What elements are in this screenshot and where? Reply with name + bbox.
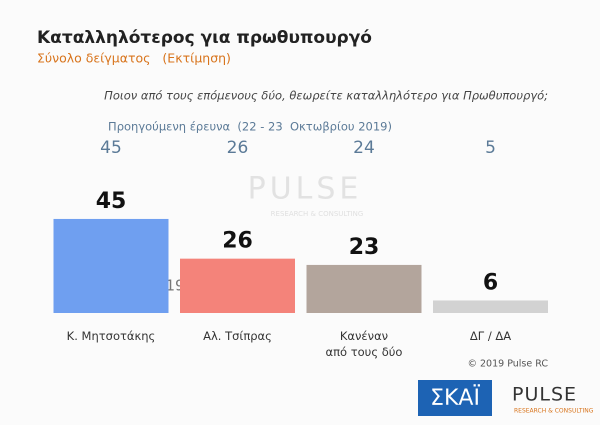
bar: [53, 218, 169, 313]
question: Ποιον από τους επόμενους δύο, θεωρείτε κ…: [104, 89, 548, 103]
skai-logo-box: [418, 380, 492, 416]
subtitle: Σύνολο δείγματος (Εκτίμηση): [37, 51, 231, 66]
previous-value: 24: [353, 138, 375, 158]
previous-label: Προηγούμενη έρευνα (22 - 23 Οκτωβρίου 20…: [108, 120, 392, 134]
chart-title: Καταλληλότερος για πρωθυπουργό: [37, 28, 372, 48]
watermark: PULSE: [248, 172, 363, 207]
category-label: Κανέναν από τους δύο: [325, 329, 403, 359]
value-label: 45: [96, 189, 127, 214]
pulse-logo-sub: RESEARCH & CONSULTING: [514, 408, 594, 415]
skai-logo: ΣΚΑΪ: [430, 385, 480, 411]
category-label: ΔΓ / ΔΑ: [469, 329, 512, 343]
previous-value: 26: [227, 138, 249, 158]
value-label: 6: [483, 270, 498, 295]
bar: [433, 300, 548, 313]
value-label: 23: [349, 235, 380, 260]
previous-value: 5: [485, 138, 496, 158]
bar: [306, 264, 422, 313]
watermark-sub: RESEARCH & CONSULTING: [271, 210, 364, 218]
category-label: Κ. Μητσοτάκης: [66, 329, 156, 343]
previous-value: 45: [100, 138, 122, 158]
bar: [180, 258, 295, 313]
value-label: 26: [222, 229, 253, 254]
copyright: © 2019 Pulse RC: [467, 359, 548, 370]
category-label: Αλ. Τσίπρας: [203, 329, 272, 343]
pulse-logo: PULSE: [512, 384, 577, 406]
